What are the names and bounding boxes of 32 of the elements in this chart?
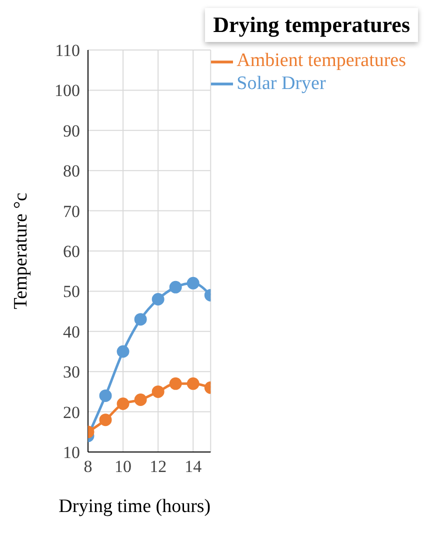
y-tick-label: 30 <box>63 362 80 382</box>
point <box>134 393 147 406</box>
x-tick-label: 8 <box>84 457 92 476</box>
point <box>186 377 200 390</box>
y-tick-label: 20 <box>63 402 80 422</box>
point <box>99 414 112 426</box>
point <box>152 385 164 398</box>
legend-label: Ambient temperatures <box>236 50 406 71</box>
legend-label: Solar Dryer <box>236 72 326 94</box>
y-axis-title: Temperature °c <box>10 192 32 310</box>
text: Drying temperatures <box>205 8 418 42</box>
point <box>116 345 130 358</box>
point <box>186 276 200 290</box>
y-tick-label: 10 <box>63 443 80 462</box>
y-tick-label: 40 <box>63 322 80 342</box>
x-tick-label: 14 <box>184 457 202 476</box>
x-tick-label: 12 <box>150 457 167 476</box>
point <box>152 292 164 306</box>
y-tick-label: 100 <box>54 81 80 100</box>
y-tick-label: 90 <box>63 121 80 140</box>
y-tick-label: 80 <box>63 162 80 181</box>
point <box>99 389 112 402</box>
y-tick-label: 50 <box>63 282 80 302</box>
point <box>169 280 182 294</box>
y-tick-label: 110 <box>55 41 80 60</box>
y-tick-label: 70 <box>63 202 80 221</box>
point <box>116 398 130 410</box>
point <box>169 377 182 390</box>
x-axis-title: Drying time (hours) <box>58 496 211 517</box>
y-tick-label: 60 <box>63 242 80 262</box>
x-tick-label: 10 <box>114 457 132 476</box>
point <box>134 313 147 326</box>
